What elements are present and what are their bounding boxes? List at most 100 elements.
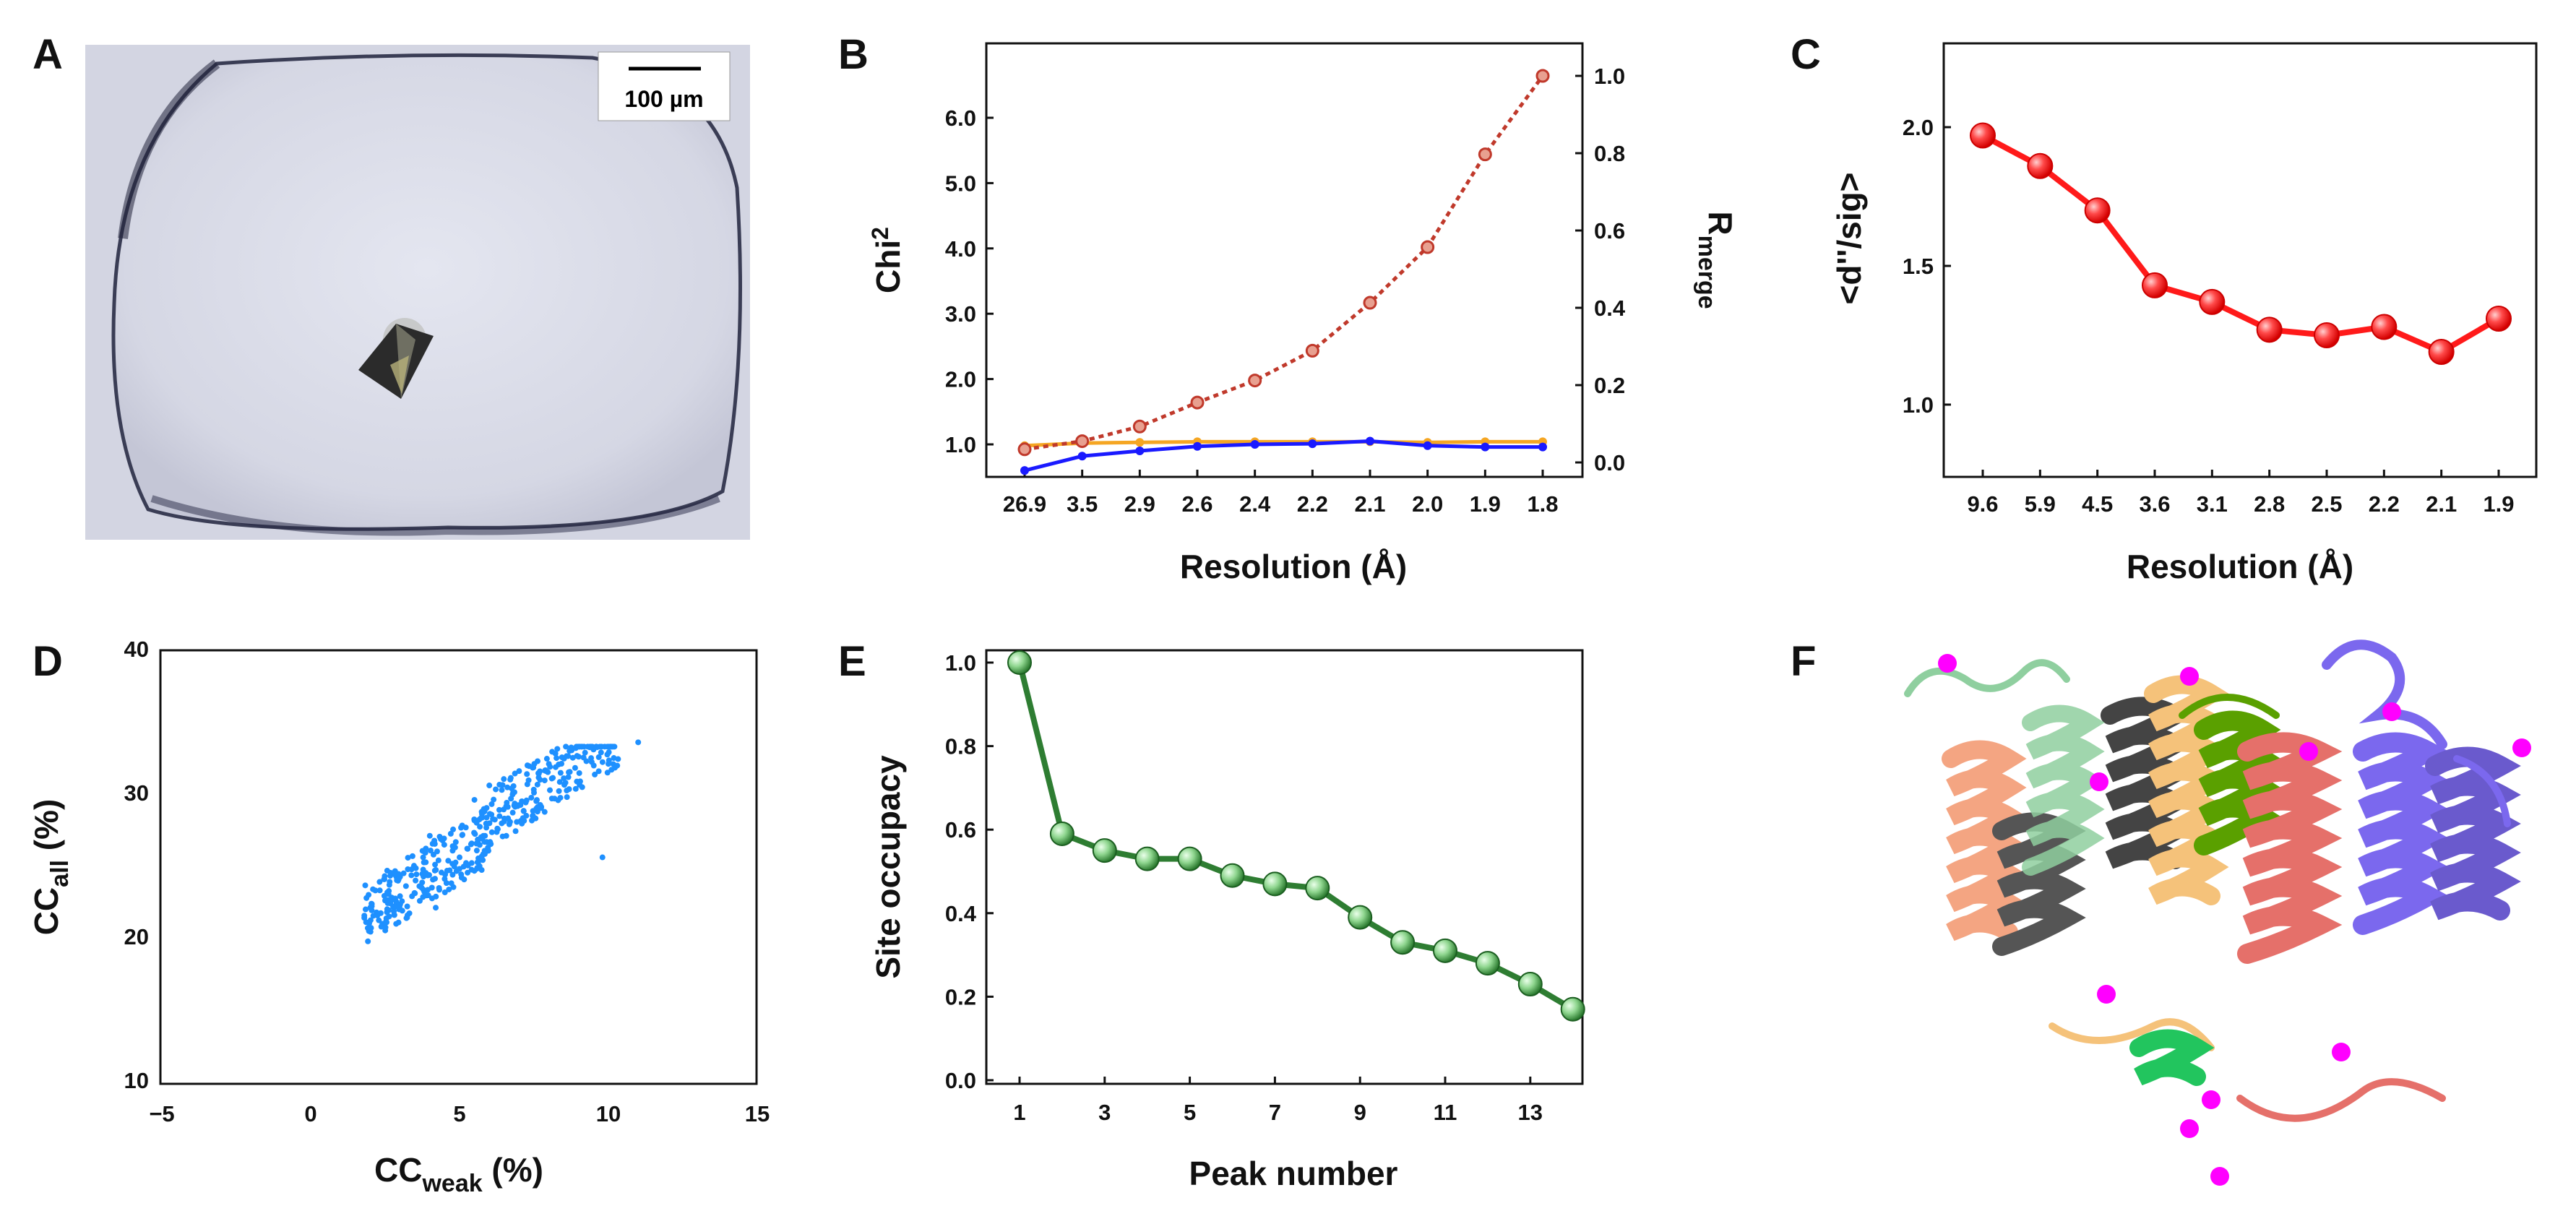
x-tick-label: 9	[1354, 1100, 1366, 1125]
scatter-point	[432, 861, 439, 868]
scatter-point	[588, 759, 595, 765]
y-axis-label-unit: (%)	[27, 799, 65, 860]
y-tick-label: 1.0	[1903, 392, 1934, 418]
x-tick-label: 2.2	[1297, 491, 1328, 517]
data-point	[1390, 930, 1416, 955]
scatter-point	[450, 884, 457, 890]
data-point	[1177, 846, 1202, 871]
scatter-point	[496, 781, 503, 788]
x-tick-label: 3.5	[1067, 491, 1098, 517]
scatter-point	[561, 775, 567, 782]
y-axis-label: <d''/sig>	[1830, 173, 1868, 305]
scatter-point	[524, 771, 530, 777]
scatter-point	[478, 853, 485, 860]
data-point	[2256, 316, 2283, 343]
y-tick-label: 0.8	[945, 734, 976, 759]
data-point	[1134, 846, 1160, 871]
y-tick-label: 1.0	[945, 432, 976, 457]
scatter-point	[556, 788, 562, 794]
scatter-point	[608, 767, 615, 773]
data-point	[1535, 69, 1550, 83]
scatter-point	[462, 824, 469, 831]
scatter-point	[564, 794, 570, 801]
series-line-0	[1024, 439, 1543, 448]
y-tick-label: 0.6	[945, 817, 976, 842]
scatter-point	[475, 836, 481, 842]
scatter-point	[435, 857, 441, 863]
scatter-point	[604, 770, 611, 776]
data-point	[1135, 438, 1145, 447]
x-tick-label: 13	[1518, 1100, 1543, 1125]
plot-frame-b	[985, 42, 1584, 478]
scatter-point	[509, 791, 516, 798]
scatter-point	[562, 780, 569, 786]
y-axis-ticks: 10 20 30 40	[124, 637, 149, 1093]
scatter-point	[563, 744, 569, 750]
x-axis-ticks: 9.6 5.9 4.5 3.6 3.1 2.8 2.5 2.2 2.1 1.9	[1967, 470, 2515, 517]
scatter-point	[409, 853, 415, 859]
y-tick-label: 0.2	[945, 984, 976, 1009]
scatter-point	[528, 794, 535, 801]
data-point	[1262, 871, 1288, 897]
scatter-point	[541, 809, 548, 815]
panel-label-e: E	[838, 638, 866, 685]
scatter-point	[392, 903, 398, 910]
scatter-point	[468, 841, 474, 848]
scatter-point	[556, 779, 563, 785]
scatter-point	[387, 869, 394, 876]
x-tick-label: 5.9	[2025, 491, 2056, 517]
scatter-point	[505, 815, 512, 822]
scatter-point	[384, 897, 391, 903]
scatter-point	[366, 892, 372, 898]
scatter-point	[459, 832, 465, 838]
scatter-point	[509, 809, 516, 816]
y-axis-label-main: Chi	[869, 240, 907, 293]
scatter-point	[557, 770, 564, 776]
data-point	[1250, 440, 1259, 449]
y-axis-label-sup: 2	[867, 227, 893, 240]
x-tick-label: 2.4	[1239, 491, 1271, 517]
scatter-point	[526, 763, 533, 770]
data-point	[1421, 240, 1435, 254]
scatter-point	[387, 879, 393, 885]
scatter-point	[488, 801, 495, 807]
y2-tick-label: 0.2	[1594, 373, 1625, 398]
x-tick-label: 1.8	[1527, 491, 1558, 517]
scatter-point	[481, 848, 488, 854]
scatter-point	[543, 756, 550, 762]
y-tick-label: 6.0	[945, 105, 976, 131]
scatter-point	[474, 859, 481, 866]
scatter-point	[433, 905, 439, 911]
x-tick-label: 2.5	[2311, 491, 2342, 517]
scatter-point	[534, 758, 540, 764]
y-axis-ticks: 1.01.52.02.53.03.5	[1903, 0, 1951, 418]
scatter-point	[579, 744, 585, 750]
data-point	[2486, 305, 2512, 332]
scatter-point	[635, 739, 642, 746]
y2-axis-label-sub: merge	[1693, 236, 1720, 309]
scatter-point	[397, 874, 403, 880]
scatter-point	[416, 897, 423, 904]
scatter-point	[552, 764, 559, 770]
scatter-point	[408, 866, 415, 873]
scatter-point	[456, 866, 462, 872]
scatter-point	[458, 871, 465, 878]
y2-tick-label: 0.8	[1594, 141, 1625, 166]
scatter-point	[557, 795, 564, 801]
scatter-point	[530, 786, 537, 793]
scatter-point	[559, 761, 565, 767]
x-axis-label: Resolution (Å)	[1180, 548, 1407, 585]
scatter-point	[447, 830, 454, 837]
y-tick-label: 5.0	[945, 171, 976, 196]
panel-f: F	[1791, 638, 2531, 1186]
scatter-point	[368, 925, 374, 931]
y-tick-label: 40	[124, 637, 149, 662]
scatter-point	[496, 813, 503, 819]
x-axis-label-sub: weak	[421, 1170, 482, 1197]
series-group	[1970, 122, 2512, 366]
x-tick-label: 2.1	[1354, 491, 1385, 517]
scatter-point	[471, 796, 478, 803]
panel-label-f: F	[1791, 638, 1816, 685]
scatter-point	[598, 749, 604, 756]
